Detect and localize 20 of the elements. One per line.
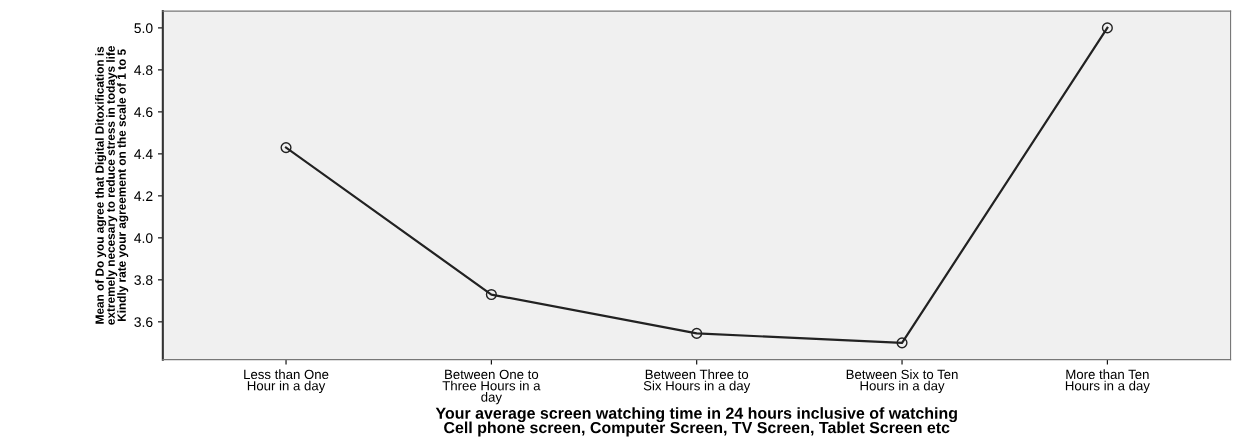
- point: [485, 288, 497, 301]
- y-tick-label: 5.0: [134, 23, 153, 34]
- x-tick-label: Between Three to Six Hours in a day: [643, 369, 751, 394]
- point: [280, 142, 292, 154]
- x-tick-label: Less than One Hour in a day: [244, 369, 329, 394]
- point: [896, 337, 908, 349]
- y-axis-title: Mean of Do you agree that Digital Ditoxification is extremely necesary to reduce stress in todays life Kindly rate your agreement on the scale of 1 to 5: [95, 45, 129, 325]
- y-tick-label: 4.2: [134, 191, 153, 201]
- x-axis-title: Your average screen watching time in 24 hours inclusive of watching Cell phone screen, Computer Screen, TV Screen, Tablet Screen etc: [435, 407, 957, 437]
- y-tick-label: 4.6: [134, 107, 153, 118]
- point: [691, 327, 703, 339]
- y-tick-label: 4.8: [134, 65, 153, 76]
- y-tick-label: 3.6: [134, 317, 153, 328]
- x-tick-label: More than Ten Hours in a day: [1065, 369, 1150, 394]
- x-tick-label: Between Six to Ten Hours in a day: [846, 369, 958, 394]
- y-tick-label: 4.4: [134, 149, 153, 159]
- x-tick-label: Between One to Three Hours in a day: [442, 369, 541, 405]
- y-tick-label: 3.8: [134, 275, 153, 286]
- y-tick-label: 4.0: [134, 233, 153, 244]
- point: [1101, 22, 1113, 34]
